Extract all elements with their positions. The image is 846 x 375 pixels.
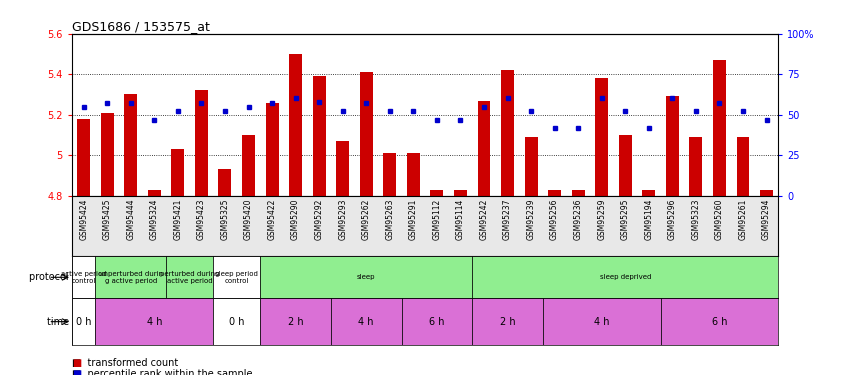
Text: GSM95424: GSM95424 [80,199,88,240]
Text: GSM95259: GSM95259 [597,199,607,240]
Text: GSM95236: GSM95236 [574,199,583,240]
Bar [666,96,678,196]
Text: sleep period
control: sleep period control [215,271,258,284]
Bar [661,298,778,345]
Bar [472,298,543,345]
Bar [472,256,778,298]
Bar [596,78,608,196]
Bar [543,298,661,345]
Bar [124,94,137,196]
Text: 4 h: 4 h [146,316,162,327]
Text: 0 h: 0 h [229,316,244,327]
Bar [572,189,585,196]
Bar [96,298,213,345]
Text: active period
control: active period control [61,271,107,284]
Text: GSM95444: GSM95444 [126,199,135,240]
Text: GSM95194: GSM95194 [645,199,653,240]
Text: sleep deprived: sleep deprived [600,274,651,280]
Text: GSM95325: GSM95325 [221,199,229,240]
Text: GSM95293: GSM95293 [338,199,347,240]
Bar [72,256,96,298]
Bar [689,137,702,196]
Text: time: time [47,316,72,327]
Text: GSM95114: GSM95114 [456,199,465,240]
Bar [548,189,561,196]
Text: GSM95242: GSM95242 [480,199,488,240]
Bar [618,135,632,196]
Bar [525,137,537,196]
Text: ■: ■ [72,369,81,375]
Text: unperturbed durin
g active period: unperturbed durin g active period [99,271,162,284]
Bar [213,298,261,345]
Text: GSM95239: GSM95239 [526,199,536,240]
Text: ■  transformed count: ■ transformed count [72,358,179,368]
Text: 6 h: 6 h [429,316,445,327]
Text: GSM95420: GSM95420 [244,199,253,240]
Text: GSM95421: GSM95421 [173,199,183,240]
Text: 0 h: 0 h [76,316,91,327]
Bar [195,90,208,196]
Text: GSM95323: GSM95323 [691,199,700,240]
Bar [148,189,161,196]
Bar [760,189,773,196]
Text: GSM95261: GSM95261 [739,199,748,240]
Bar [642,189,656,196]
Text: GSM95324: GSM95324 [150,199,159,240]
Bar [266,102,278,196]
Text: 2 h: 2 h [288,316,304,327]
Text: GSM95296: GSM95296 [667,199,677,240]
Bar [336,141,349,196]
Text: GSM95422: GSM95422 [267,199,277,240]
Bar [242,135,255,196]
Text: sleep: sleep [357,274,376,280]
Bar [166,256,213,298]
Bar [501,70,514,196]
Text: GSM95425: GSM95425 [102,199,112,240]
Text: GSM95291: GSM95291 [409,199,418,240]
Text: 2 h: 2 h [500,316,515,327]
Bar [77,119,91,196]
Bar [172,149,184,196]
Text: GSM95112: GSM95112 [432,199,442,240]
Bar [407,153,420,196]
Bar [477,100,491,196]
Bar [72,298,96,345]
Text: GSM95263: GSM95263 [385,199,394,240]
Bar [402,298,472,345]
Text: perturbed during
active period: perturbed during active period [160,271,219,284]
Text: ■: ■ [72,358,81,368]
Text: GSM95260: GSM95260 [715,199,724,240]
Text: GSM95237: GSM95237 [503,199,512,240]
Bar [289,54,302,196]
Bar [101,112,113,196]
Text: GSM95256: GSM95256 [550,199,559,240]
Bar [218,169,232,196]
Text: 6 h: 6 h [711,316,728,327]
Text: protocol: protocol [29,272,72,282]
Bar [213,256,261,298]
Text: GDS1686 / 153575_at: GDS1686 / 153575_at [72,20,210,33]
Text: GSM95292: GSM95292 [315,199,324,240]
Bar [454,189,467,196]
Text: GSM95290: GSM95290 [291,199,300,240]
Bar [737,137,750,196]
Bar [360,72,373,196]
Bar [261,298,331,345]
Text: 4 h: 4 h [359,316,374,327]
Text: GSM95295: GSM95295 [621,199,629,240]
Bar [331,298,402,345]
Text: GSM95262: GSM95262 [362,199,371,240]
Text: GSM95294: GSM95294 [762,199,771,240]
Text: 4 h: 4 h [594,316,609,327]
Bar [383,153,396,196]
Bar [431,189,443,196]
Bar [313,76,326,196]
Bar [261,256,472,298]
Bar [713,60,726,196]
Text: GSM95423: GSM95423 [197,199,206,240]
Bar [96,256,166,298]
Text: ■  percentile rank within the sample: ■ percentile rank within the sample [72,369,252,375]
